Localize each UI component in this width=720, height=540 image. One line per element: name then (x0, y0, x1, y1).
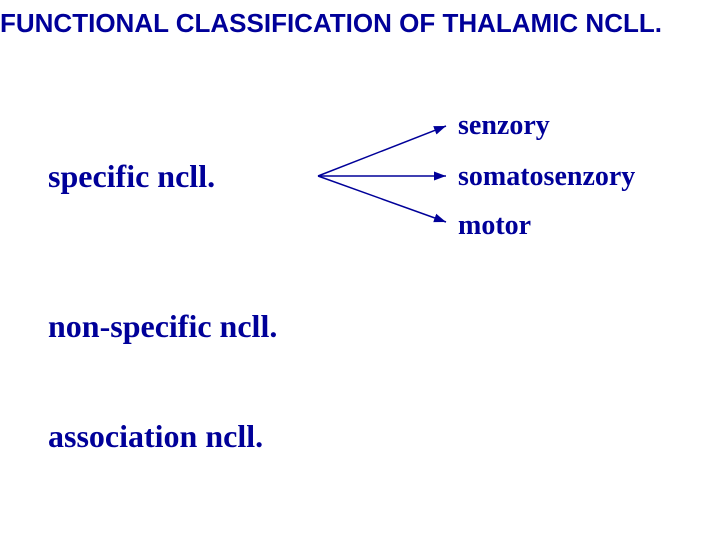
branch-arrows (0, 0, 720, 540)
left-item-nonspecific: non-specific ncll. (48, 308, 277, 345)
left-item-association: association ncll. (48, 418, 263, 455)
right-item-senzory: senzory (458, 110, 550, 142)
right-item-somatosenzory: somatosenzory (458, 161, 635, 193)
left-item-specific: specific ncll. (48, 158, 215, 195)
slide-title: FUNCTIONAL CLASSIFICATION OF THALAMIC NC… (0, 8, 662, 39)
right-item-motor: motor (458, 210, 531, 242)
